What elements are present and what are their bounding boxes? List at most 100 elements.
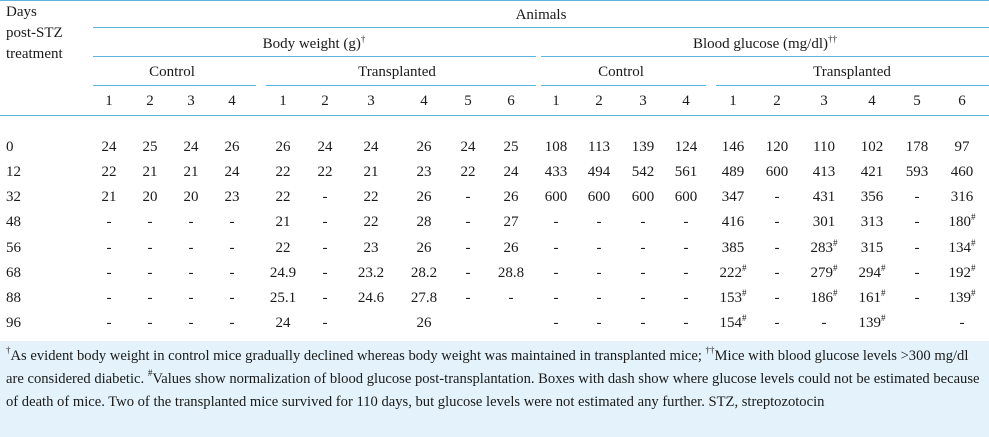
table-cell: -: [229, 315, 235, 331]
table-cell: -: [774, 315, 780, 331]
table-cell: -: [106, 265, 112, 281]
bw-control-rule: [93, 85, 256, 86]
body-weight-header: Body weight (g)†: [262, 34, 366, 53]
table-cell: -: [640, 290, 646, 306]
table-cell: 23: [224, 189, 240, 205]
table-cell: -: [106, 214, 112, 230]
table-cell: 600: [765, 164, 789, 180]
table-cell: -: [465, 189, 471, 205]
table-cell: -: [508, 290, 514, 306]
table-cell: -: [553, 315, 559, 331]
table-cell: 22: [317, 164, 333, 180]
table-cell: -: [821, 315, 827, 331]
bg-transplanted-header: Transplanted: [813, 64, 891, 80]
table-cell: 180#: [948, 212, 976, 231]
table-cell: -: [959, 315, 965, 331]
table-cell: 385: [721, 240, 745, 256]
table-cell: 25: [142, 139, 158, 155]
row-day-label: 56: [6, 240, 21, 256]
table-cell: -: [640, 214, 646, 230]
table-cell: -: [683, 265, 689, 281]
table-cell: 421: [860, 164, 884, 180]
table-cell: 22: [460, 164, 476, 180]
table-cell: -: [596, 315, 602, 331]
table-cell: 110: [813, 139, 835, 155]
column-number-bw-transplanted-2: 2: [321, 93, 329, 109]
bw-transplanted-rule: [266, 85, 536, 86]
table-cell: 431: [812, 189, 836, 205]
data-table: Days post-STZ treatment Animals Body wei…: [0, 0, 989, 332]
column-number-bw-control-2: 2: [146, 93, 154, 109]
table-cell: -: [147, 214, 153, 230]
table-cell: 433: [544, 164, 568, 180]
animals-rule: [93, 27, 989, 28]
days-header-line3: treatment: [6, 46, 63, 62]
column-number-bw-control-3: 3: [187, 93, 195, 109]
column-number-bw-transplanted-3: 3: [367, 93, 375, 109]
table-cell: 21: [101, 189, 117, 205]
table-cell: 561: [674, 164, 698, 180]
table-cell: -: [683, 315, 689, 331]
table-cell: 26: [416, 189, 432, 205]
table-cell: 489: [721, 164, 745, 180]
table-cell: 154#: [719, 313, 747, 332]
column-number-bg-transplanted-2: 2: [773, 93, 781, 109]
table-cell: -: [188, 214, 194, 230]
table-cell: 283#: [810, 238, 838, 257]
table-cell: 222#: [719, 263, 747, 282]
table-cell: -: [683, 290, 689, 306]
table-cell: 356: [860, 189, 884, 205]
column-number-bw-transplanted-1: 1: [279, 93, 287, 109]
table-cell: -: [322, 214, 328, 230]
table-cell: 20: [183, 189, 199, 205]
table-cell: 161#: [858, 288, 886, 307]
table-cell: -: [774, 240, 780, 256]
table-cell: -: [596, 290, 602, 306]
table-cell: -: [596, 214, 602, 230]
bg-transplanted-rule: [716, 85, 989, 86]
column-number-bw-transplanted-5: 5: [464, 93, 472, 109]
table-cell: -: [229, 290, 235, 306]
table-cell: 600: [544, 189, 568, 205]
table-cell: -: [553, 214, 559, 230]
column-number-bg-transplanted-3: 3: [820, 93, 828, 109]
table-cell: 21: [363, 164, 379, 180]
column-number-bw-transplanted-4: 4: [420, 93, 428, 109]
table-cell: -: [188, 315, 194, 331]
table-cell: 24: [460, 139, 476, 155]
table-cell: 20: [142, 189, 158, 205]
table-footnote: †As evident body weight in control mice …: [0, 341, 989, 437]
column-number-bw-control-4: 4: [228, 93, 236, 109]
column-number-bw-transplanted-6: 6: [507, 93, 515, 109]
table-cell: 316: [950, 189, 974, 205]
table-cell: 25.1: [269, 290, 297, 306]
table-cell: -: [322, 290, 328, 306]
table-cell: -: [640, 265, 646, 281]
table-cell: -: [683, 214, 689, 230]
table-cell: -: [229, 214, 235, 230]
table-cell: 416: [721, 214, 745, 230]
table-cell: 102: [860, 139, 884, 155]
table-cell: 28.8: [497, 265, 525, 281]
row-day-label: 48: [6, 214, 21, 230]
table-cell: 600: [631, 189, 655, 205]
table-cell: 21: [183, 164, 199, 180]
table-cell: 26: [416, 139, 432, 155]
table-cell: 97: [954, 139, 970, 155]
table-cell: -: [229, 240, 235, 256]
table-cell: -: [774, 189, 780, 205]
table-cell: -: [774, 214, 780, 230]
table-cell: 26: [416, 240, 432, 256]
table-cell: -: [147, 240, 153, 256]
header-bottom-rule: [0, 115, 989, 116]
table-cell: 24: [224, 164, 240, 180]
table-cell: -: [465, 290, 471, 306]
table-cell: 542: [631, 164, 655, 180]
table-cell: 24: [275, 315, 291, 331]
table-cell: 28: [416, 214, 432, 230]
table-cell: 301: [812, 214, 836, 230]
table-cell: 24: [183, 139, 199, 155]
table-cell: 315: [860, 240, 884, 256]
table-cell: 26: [416, 315, 432, 331]
